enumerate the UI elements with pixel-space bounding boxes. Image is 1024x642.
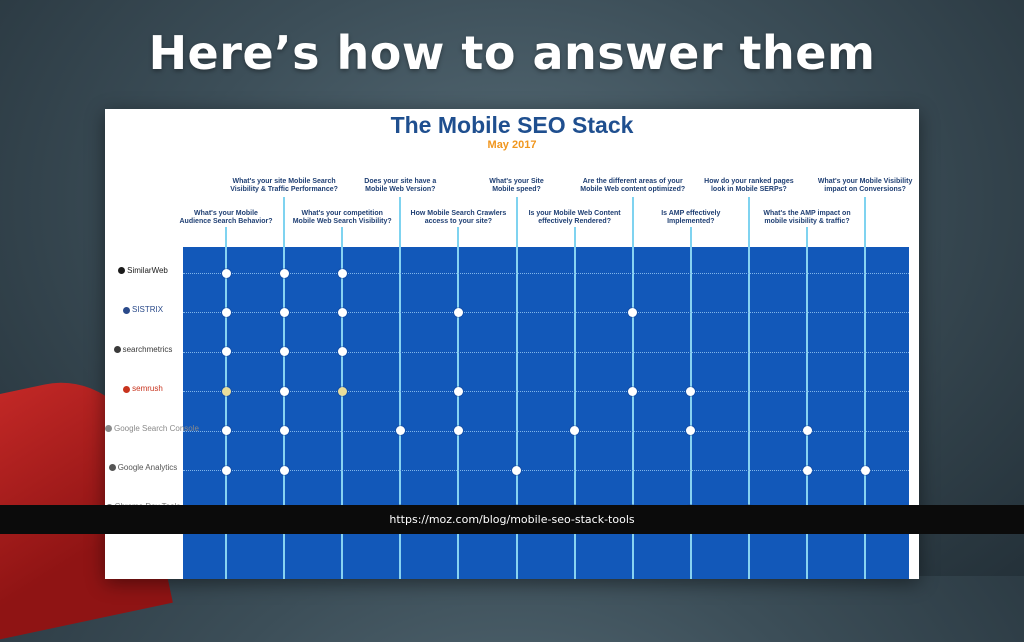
question-connector [747, 197, 750, 247]
coverage-dot [628, 307, 638, 317]
question-label: What's your competition Mobile Web Searc… [292, 210, 392, 225]
coverage-dot [512, 465, 521, 475]
coverage-dot [279, 307, 289, 317]
question-column-line [283, 247, 286, 579]
question-column-line [515, 247, 518, 579]
tool-row-line [183, 273, 909, 274]
question-label: What's your Site Mobile speed? [489, 178, 544, 193]
question-column-line [399, 247, 402, 579]
coverage-dot [395, 426, 405, 436]
question-column-line [689, 247, 692, 579]
coverage-dot [802, 426, 812, 436]
coverage-dot [337, 268, 347, 278]
coverage-dot [337, 307, 347, 317]
coverage-dot [221, 268, 231, 278]
coverage-dot [221, 307, 231, 317]
question-label: How do your ranked pages look in Mobile … [704, 178, 794, 193]
searchmetrics-icon [113, 346, 121, 354]
google-search-console-icon [105, 424, 112, 432]
question-label: Is your Mobile Web Content effectively R… [528, 210, 621, 225]
coverage-dot [453, 426, 463, 436]
question-column-line [864, 247, 867, 579]
question-column-line [225, 247, 227, 579]
question-label: What's your Mobile Visibility impact on … [817, 178, 913, 193]
coverage-dot [570, 426, 580, 436]
tool-logo-google-analytics: Google Analytics [105, 463, 181, 477]
coverage-dot [279, 386, 289, 396]
coverage-dot [221, 426, 231, 436]
question-label: Does your site have a Mobile Web Version… [364, 178, 437, 193]
tool-name: SISTRIX [131, 305, 164, 315]
coverage-dot [279, 465, 289, 475]
tool-name: semrush [132, 384, 163, 394]
question-column-line [747, 247, 750, 579]
question-label: Are the different areas of your Mobile W… [580, 178, 686, 193]
tool-logo-searchmetrics: searchmetrics [105, 345, 181, 359]
coverage-dot [221, 347, 231, 357]
google-analytics-icon [108, 464, 116, 472]
coverage-dot [337, 347, 347, 357]
tool-logo-semrush: semrush [105, 384, 181, 398]
caption-bar: https://moz.com/blog/mobile-seo-stack-to… [0, 505, 1024, 534]
chart-subtitle: May 2017 [487, 139, 537, 151]
coverage-dot [686, 426, 696, 436]
question-column-line [806, 247, 808, 579]
coverage-dot [628, 386, 638, 396]
tool-row-line [183, 470, 909, 471]
coverage-dot [221, 386, 231, 396]
tool-name: Google Search Console [114, 423, 199, 433]
question-label: What's your site Mobile Search Visibilit… [230, 178, 338, 193]
question-column-line [573, 247, 576, 579]
question-label: How Mobile Search Crawlers access to you… [410, 210, 507, 225]
question-connector [283, 197, 286, 247]
tool-row-line [183, 312, 909, 314]
question-connector [399, 197, 402, 247]
question-connector [806, 227, 808, 247]
question-connector [225, 227, 227, 247]
tool-logo-google-search-console: Google Search Console [105, 424, 199, 438]
tool-row-line [183, 430, 909, 432]
question-column-line [457, 247, 460, 579]
question-column-line [631, 247, 634, 579]
question-connector [341, 227, 344, 247]
question-connector [573, 227, 576, 247]
tool-row-line [183, 391, 909, 393]
question-label: What's your Mobile Audience Search Behav… [179, 210, 273, 225]
question-connector [864, 197, 867, 247]
tool-row-line [183, 351, 909, 353]
coverage-dot [279, 426, 289, 436]
question-column-line [341, 247, 344, 579]
source-url-caption: https://moz.com/blog/mobile-seo-stack-to… [389, 513, 635, 526]
tool-name: Google Analytics [117, 463, 178, 472]
coverage-dot [221, 465, 231, 475]
question-label: Is AMP effectively Implemented? [661, 210, 721, 225]
coverage-dot [453, 386, 463, 396]
coverage-dot [279, 347, 289, 357]
tool-logo-similarweb: SimilarWeb [105, 266, 181, 280]
question-connector [515, 197, 518, 247]
tool-logo-sistrix-magnifier: SISTRIX [105, 305, 181, 319]
question-connector [689, 227, 692, 247]
semrush-icon [123, 385, 131, 393]
sistrix-magnifier-icon [122, 306, 130, 314]
chart-title: The Mobile SEO Stack [390, 112, 634, 138]
coverage-dot [802, 465, 812, 475]
tool-name: searchmetrics [122, 344, 173, 354]
slide-title: Here’s how to answer them [148, 26, 876, 80]
coverage-dot [279, 268, 289, 278]
question-label: What's the AMP impact on mobile visibili… [763, 210, 851, 225]
tool-name: SimilarWeb [127, 266, 168, 275]
question-connector [457, 227, 460, 247]
similarweb-icon [118, 267, 126, 275]
coverage-dot [337, 386, 347, 396]
question-connector [631, 197, 634, 247]
coverage-dot [686, 386, 696, 396]
coverage-dot [453, 307, 463, 317]
coverage-dot [860, 465, 870, 475]
